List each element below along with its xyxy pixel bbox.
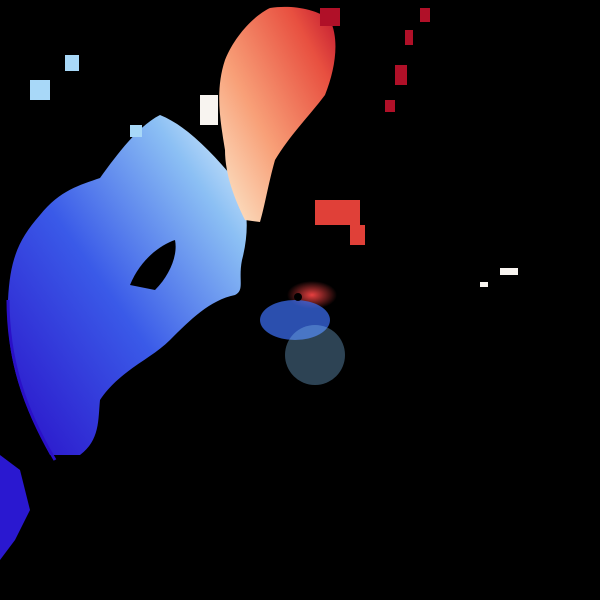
data-gap	[130, 240, 176, 290]
outbound-scattered-echoes	[320, 8, 430, 112]
inbound-light-echoes	[30, 55, 142, 137]
outbound-mid-echoes	[315, 200, 365, 245]
outbound-velocity-region	[219, 6, 336, 223]
range-ring-edge	[6, 299, 57, 461]
inbound-velocity-region	[7, 115, 247, 455]
near-zero-echoes	[200, 95, 518, 287]
near-radar-clutter	[260, 293, 345, 385]
inbound-far-region	[0, 455, 30, 560]
